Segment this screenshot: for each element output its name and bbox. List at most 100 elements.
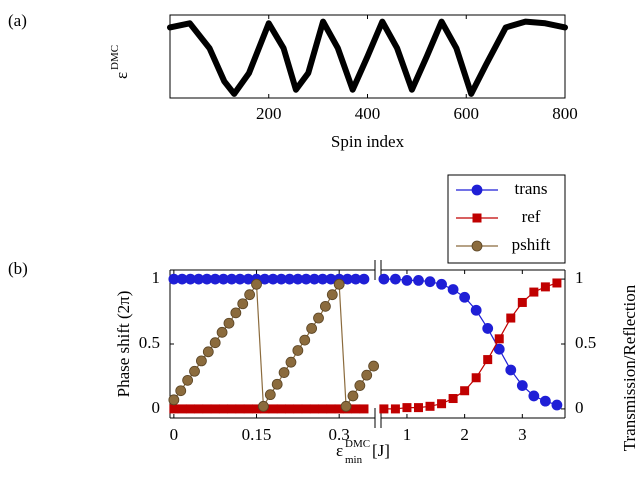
marker: [437, 399, 447, 409]
marker: [293, 404, 303, 414]
marker: [285, 404, 295, 414]
marker: [390, 404, 400, 414]
marker: [379, 404, 389, 414]
marker: [326, 289, 338, 301]
marker: [539, 395, 551, 407]
marker: [209, 337, 221, 349]
marker: [447, 284, 459, 295]
marker: [299, 334, 311, 346]
marker: [252, 404, 262, 414]
marker: [470, 304, 482, 316]
marker: [540, 282, 550, 292]
y2-tick-label: 0: [575, 398, 584, 417]
x-tick-label: 2: [460, 425, 469, 444]
marker: [218, 404, 228, 414]
marker: [278, 367, 290, 378]
x-tick-label: 0.15: [242, 425, 272, 444]
axis-label-text: ε DMC: [109, 45, 131, 79]
marker: [413, 403, 423, 413]
marker: [196, 355, 207, 367]
marker: [326, 404, 336, 414]
marker: [227, 404, 237, 414]
marker: [230, 307, 242, 319]
marker: [333, 278, 345, 290]
x-tick-label: 600: [454, 104, 480, 123]
marker: [506, 313, 516, 323]
axis-label: ε DMC min [J]: [336, 438, 390, 466]
marker: [551, 399, 563, 411]
marker: [202, 346, 214, 358]
marker: [359, 404, 369, 414]
x-tick-label: 0: [170, 425, 179, 444]
x-tick-label: 200: [256, 104, 282, 123]
marker: [182, 374, 194, 386]
marker: [460, 386, 470, 396]
marker: [202, 404, 212, 414]
marker: [194, 404, 204, 414]
marker: [292, 345, 304, 356]
y-axis-label: Phase shift (2π): [114, 291, 133, 398]
marker: [493, 343, 505, 355]
marker: [402, 403, 412, 413]
marker: [189, 365, 200, 377]
marker: [347, 390, 359, 402]
y2-tick-label: 1: [575, 268, 584, 287]
marker: [168, 394, 180, 406]
marker: [390, 273, 401, 285]
x-tick-label: 1: [403, 425, 412, 444]
legend-label: pshift: [512, 235, 551, 254]
marker: [351, 404, 361, 414]
x-axis-label: Spin index: [331, 132, 405, 151]
marker: [528, 390, 540, 402]
marker: [285, 356, 297, 368]
data-line: [167, 18, 568, 97]
marker: [301, 404, 311, 414]
legend-label: trans: [514, 179, 547, 198]
marker: [494, 334, 504, 344]
marker: [354, 380, 366, 391]
legend-label: ref: [522, 207, 541, 226]
marker: [529, 287, 539, 297]
legend-marker: [472, 213, 482, 223]
marker: [251, 278, 262, 290]
marker: [235, 404, 245, 414]
label-base: ε: [112, 72, 131, 79]
marker: [243, 404, 253, 414]
marker: [177, 404, 187, 414]
x-tick-label: 400: [355, 104, 381, 123]
label-base: ε: [336, 441, 343, 460]
marker: [309, 404, 319, 414]
panel-label: (a): [8, 11, 27, 30]
marker: [258, 400, 269, 412]
x-tick-label: 0.3: [329, 425, 350, 444]
legend-marker: [471, 184, 483, 196]
marker: [223, 317, 235, 329]
y2-axis-label: Transmission/Reflection: [620, 284, 639, 451]
marker: [264, 389, 276, 401]
marker: [276, 404, 286, 414]
marker: [517, 297, 527, 307]
marker: [401, 274, 413, 286]
marker: [368, 360, 380, 372]
marker: [216, 326, 228, 338]
x-tick-label: 800: [552, 104, 578, 123]
label-sup: DMC: [109, 45, 121, 70]
marker: [175, 385, 187, 397]
marker: [459, 291, 471, 303]
panel-label: (b): [8, 259, 28, 278]
marker: [413, 274, 424, 286]
label-sup: DMC: [345, 438, 370, 450]
marker: [313, 312, 324, 324]
marker: [425, 401, 435, 411]
series-line: [383, 282, 558, 410]
marker: [552, 278, 562, 288]
marker: [318, 404, 328, 414]
y-tick-label: 0.5: [139, 333, 160, 352]
marker: [424, 276, 436, 288]
y2-tick-label: 0.5: [575, 333, 596, 352]
axis-label-text: ε DMC min [J]: [336, 438, 390, 466]
label-sub: min: [345, 454, 363, 466]
axis-label: ε DMC: [109, 45, 131, 79]
marker: [361, 369, 373, 381]
